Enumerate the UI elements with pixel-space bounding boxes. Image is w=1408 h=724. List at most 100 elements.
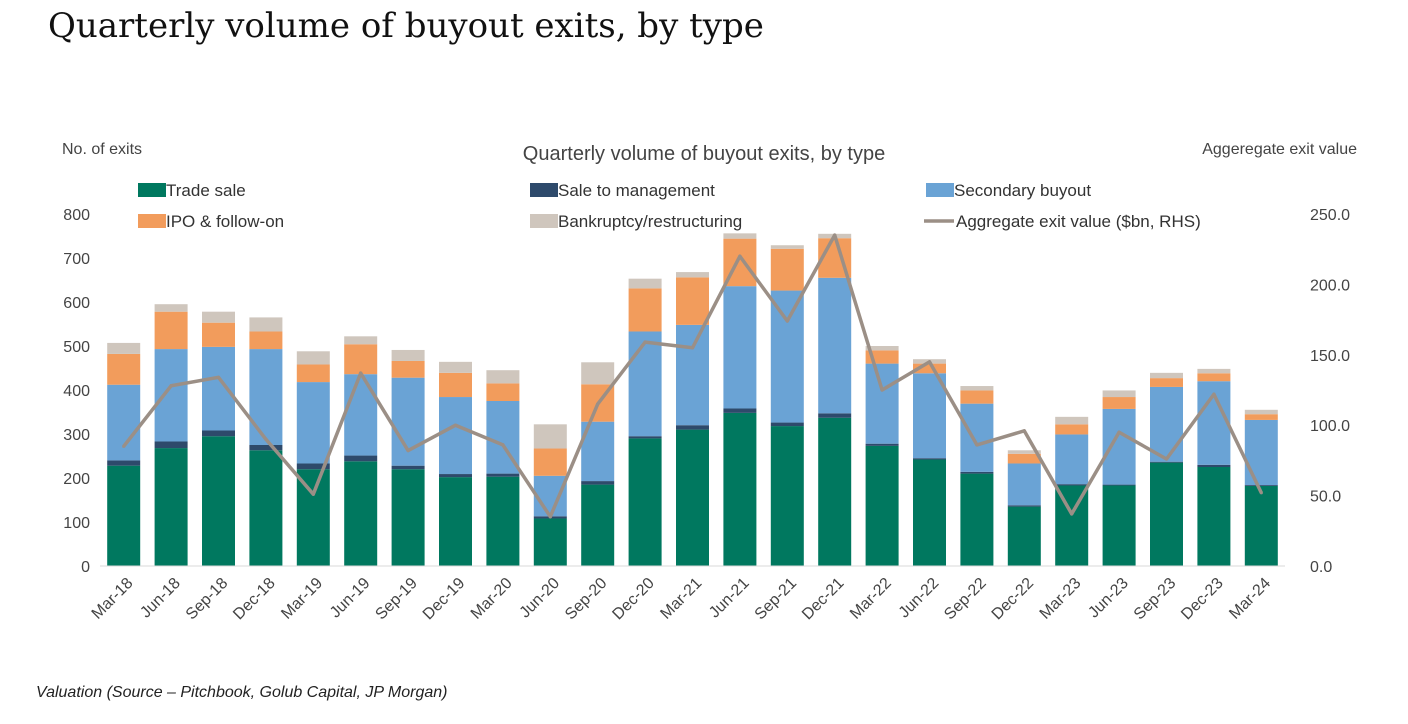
bar-sale-to-management	[202, 430, 235, 437]
bar-bankruptcy-restructuring	[1102, 390, 1136, 398]
bar-ipo-follow-on	[628, 288, 662, 332]
bar-trade-sale	[439, 477, 472, 566]
line-point	[122, 444, 126, 448]
bar-secondary-buyout	[628, 331, 662, 437]
bar-stack-dec-19	[439, 361, 472, 566]
bar-sale-to-management	[581, 481, 615, 485]
legend: Trade sale Sale to management Secondary bu…	[138, 181, 1201, 231]
y2-axis-ticks: 0.0 50.0 100.0 150.0 200.0 250.0	[1310, 207, 1350, 576]
bar-stack-jun-18	[154, 304, 188, 566]
bar-bankruptcy-restructuring	[249, 317, 283, 332]
y2-tick-label: 150.0	[1310, 348, 1350, 365]
bar-secondary-buyout	[202, 346, 235, 431]
bar-ipo-follow-on	[676, 277, 709, 325]
bar-trade-sale	[107, 465, 141, 566]
legend-label: Secondary buyout	[954, 181, 1091, 200]
line-point	[169, 384, 173, 388]
bar-secondary-buyout	[533, 475, 567, 517]
bar-ipo-follow-on	[1102, 397, 1136, 409]
bar-ipo-follow-on	[391, 360, 425, 378]
bar-ipo-follow-on	[344, 344, 378, 375]
line-point	[406, 448, 410, 453]
y-tick-label: 300	[63, 427, 90, 444]
bar-stack-sep-18	[202, 311, 235, 566]
bar-stack-sep-23	[1150, 372, 1183, 566]
y-tick-label: 100	[63, 515, 90, 532]
bar-sale-to-management	[770, 422, 804, 427]
line-point	[359, 371, 363, 375]
legend-label: Aggregate exit value ($bn, RHS)	[956, 212, 1201, 231]
legend-item-ipo-follow-on: IPO & follow-on	[138, 212, 284, 231]
x-tick-label: Sep-22	[941, 575, 990, 624]
y-tick-label: 700	[63, 251, 90, 268]
bar-sale-to-management	[628, 436, 662, 439]
x-tick-label: Jun-23	[1085, 575, 1132, 622]
y2-tick-label: 200.0	[1310, 277, 1350, 294]
bar-stack-dec-23	[1197, 368, 1231, 566]
y-axis-label: No. of exits	[62, 141, 142, 158]
y-tick-label: 200	[63, 471, 90, 488]
legend-label: IPO & follow-on	[166, 212, 284, 231]
bar-secondary-buyout	[676, 324, 709, 426]
bar-stack-mar-20	[486, 370, 520, 566]
bar-trade-sale	[154, 448, 188, 566]
y-axis-ticks: 0 100 200 300 400 500 600 700 800	[63, 207, 90, 576]
bar-stack-dec-21	[818, 233, 852, 566]
bar-trade-sale	[344, 461, 378, 566]
bar-sale-to-management	[960, 471, 994, 474]
x-tick-label: Jun-19	[327, 575, 374, 622]
bar-bankruptcy-restructuring	[296, 351, 330, 365]
legend-item-secondary-buyout: Secondary buyout	[926, 181, 1091, 200]
bar-bankruptcy-restructuring	[770, 245, 804, 249]
bar-secondary-buyout	[1150, 386, 1183, 462]
x-tick-label: Jun-21	[706, 575, 753, 622]
bar-trade-sale	[818, 417, 852, 566]
line-point	[643, 340, 647, 344]
bar-sale-to-management	[344, 455, 378, 462]
bar-stack-jun-19	[344, 336, 378, 566]
x-tick-label: Sep-23	[1131, 575, 1180, 624]
bar-trade-sale	[391, 469, 425, 566]
x-tick-label: Dec-20	[609, 575, 658, 624]
page-title: Quarterly volume of buyout exits, by typ…	[48, 6, 764, 46]
bar-trade-sale	[1150, 462, 1183, 566]
line-point	[690, 346, 695, 350]
bar-bankruptcy-restructuring	[865, 346, 899, 351]
line-point	[738, 254, 742, 258]
y-tick-label: 600	[63, 295, 90, 312]
legend-label: Sale to management	[558, 181, 715, 200]
bar-bankruptcy-restructuring	[1150, 372, 1183, 379]
bar-bankruptcy-restructuring	[1007, 450, 1041, 454]
y2-axis-label: Aggeregate exit value	[1202, 141, 1357, 158]
bar-stack-mar-24	[1244, 409, 1278, 566]
bar-sale-to-management	[1197, 464, 1231, 467]
bar-ipo-follow-on	[296, 364, 330, 383]
bar-trade-sale	[202, 436, 235, 566]
line-point	[1022, 429, 1026, 433]
x-tick-label: Jun-22	[896, 575, 943, 622]
bar-ipo-follow-on	[913, 363, 946, 374]
bar-trade-sale	[1007, 506, 1041, 566]
bar-ipo-follow-on	[1007, 453, 1041, 464]
bar-sale-to-management	[486, 473, 520, 477]
bar-trade-sale	[1055, 485, 1089, 566]
legend-swatch	[530, 214, 558, 228]
bar-ipo-follow-on	[249, 331, 283, 350]
bar-sale-to-management	[1007, 505, 1041, 507]
bar-stack-sep-21	[770, 245, 804, 566]
bar-sale-to-management	[439, 474, 472, 478]
bar-bankruptcy-restructuring	[202, 311, 235, 323]
bar-secondary-buyout	[391, 377, 425, 466]
x-tick-label: Sep-19	[372, 575, 421, 624]
y-tick-label: 800	[63, 207, 90, 224]
bar-trade-sale	[628, 438, 662, 566]
x-tick-label: Sep-20	[562, 575, 611, 624]
x-tick-label: Dec-22	[989, 575, 1038, 624]
line-point	[833, 233, 837, 237]
bar-sale-to-management	[1150, 461, 1183, 463]
bar-secondary-buyout	[296, 382, 330, 464]
bar-ipo-follow-on	[1197, 373, 1231, 382]
legend-label: Trade sale	[166, 181, 246, 200]
line-point	[1212, 392, 1216, 396]
